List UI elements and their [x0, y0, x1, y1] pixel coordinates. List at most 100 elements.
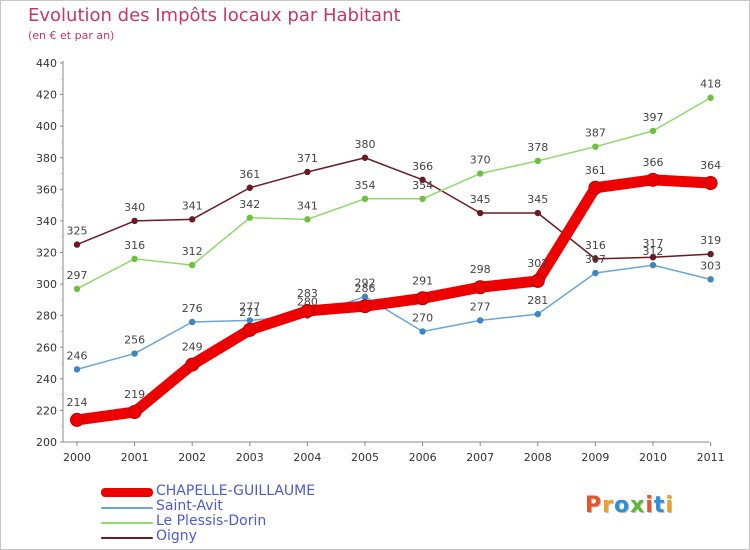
- y-tick-label: 340: [36, 215, 57, 228]
- data-point-saint-avit: [246, 317, 253, 324]
- data-label-le-plessis-dorin: 418: [700, 78, 721, 91]
- x-tick-label: 2001: [121, 451, 149, 464]
- data-label-oigny: 317: [643, 237, 664, 250]
- legend-swatch: [101, 522, 153, 524]
- y-tick-label: 260: [36, 341, 57, 354]
- data-label-chapelle-guillaume: 286: [355, 282, 376, 295]
- logo-letter: x: [630, 493, 646, 518]
- data-point-le-plessis-dorin: [246, 214, 253, 221]
- x-tick-label: 2007: [466, 451, 494, 464]
- legend-label: Oigny: [156, 528, 197, 544]
- data-point-chapelle-guillaume: [300, 303, 315, 318]
- legend-swatch: [101, 507, 153, 509]
- data-label-chapelle-guillaume: 361: [585, 164, 606, 177]
- series-line-oigny: [76, 157, 712, 260]
- data-point-le-plessis-dorin: [534, 157, 541, 165]
- chart-title: Evolution des Impôts locaux par Habitant: [28, 5, 401, 26]
- data-point-le-plessis-dorin: [73, 285, 81, 293]
- data-label-oigny: 325: [67, 225, 88, 238]
- data-point-saint-avit: [592, 269, 599, 277]
- data-point-le-plessis-dorin: [477, 170, 484, 177]
- data-point-chapelle-guillaume: [703, 176, 718, 191]
- data-point-oigny: [592, 255, 599, 263]
- data-point-saint-avit: [361, 293, 369, 300]
- data-point-oigny: [707, 250, 714, 258]
- data-point-oigny: [477, 209, 484, 217]
- data-label-oigny: 371: [297, 152, 318, 165]
- y-tick-label: 420: [36, 89, 57, 102]
- data-point-chapelle-guillaume: [358, 299, 372, 314]
- data-label-oigny: 316: [585, 239, 606, 252]
- data-point-chapelle-guillaume: [242, 322, 257, 337]
- data-point-oigny: [304, 168, 311, 176]
- data-label-saint-avit: 277: [470, 300, 491, 313]
- data-label-saint-avit: 270: [412, 311, 433, 324]
- data-point-le-plessis-dorin: [189, 261, 196, 269]
- line-chart: 200 220 240 260 280 300 320 340 360 380 400 420 440 2…: [36, 57, 725, 464]
- data-label-le-plessis-dorin: 342: [239, 198, 260, 211]
- data-label-chapelle-guillaume: 271: [239, 306, 260, 319]
- y-tick-label: 200: [36, 436, 57, 449]
- data-point-oigny: [534, 209, 541, 217]
- x-tick-label: 2005: [351, 451, 379, 464]
- x-tick-label: 2000: [63, 451, 91, 464]
- x-tick-label: 2006: [409, 451, 437, 464]
- series-line-chapelle-guillaume: [71, 174, 717, 426]
- chart-subtitle: (en € et par an): [28, 29, 115, 42]
- logo-letter: o: [613, 493, 631, 518]
- data-label-saint-avit: 246: [67, 349, 88, 362]
- data-label-saint-avit: 303: [700, 259, 721, 272]
- data-point-oigny: [649, 254, 657, 261]
- data-label-chapelle-guillaume: 298: [470, 263, 491, 276]
- data-point-saint-avit: [73, 366, 81, 373]
- data-point-oigny: [361, 154, 369, 161]
- legend-swatch: [101, 537, 153, 539]
- data-label-chapelle-guillaume: 214: [67, 396, 88, 409]
- data-point-oigny: [246, 184, 253, 191]
- data-label-saint-avit: 292: [355, 277, 376, 290]
- data-label-le-plessis-dorin: 370: [470, 154, 491, 167]
- data-point-chapelle-guillaume: [127, 404, 142, 419]
- data-label-chapelle-guillaume: 219: [124, 388, 145, 401]
- data-label-oigny: 380: [355, 138, 376, 151]
- logo-letter: t: [653, 493, 666, 518]
- series-line-le-plessis-dorin: [76, 96, 712, 290]
- logo-letter: i: [665, 493, 674, 518]
- legend-label: CHAPELLE-GUILLAUME: [156, 483, 316, 499]
- y-tick-label: 440: [36, 57, 57, 70]
- data-point-chapelle-guillaume: [473, 280, 488, 295]
- data-point-oigny: [189, 216, 196, 223]
- data-point-le-plessis-dorin: [131, 255, 138, 263]
- y-tick-label: 300: [36, 278, 57, 291]
- data-label-oigny: 366: [412, 160, 433, 173]
- x-tick-label: 2011: [697, 451, 725, 464]
- data-label-chapelle-guillaume: 302: [527, 257, 548, 270]
- x-tick-label: 2008: [524, 451, 552, 464]
- x-tick-label: 2004: [293, 451, 321, 464]
- data-label-le-plessis-dorin: 354: [412, 179, 433, 192]
- data-point-oigny: [73, 241, 81, 248]
- data-label-saint-avit: 256: [124, 334, 145, 347]
- data-label-chapelle-guillaume: 291: [412, 274, 433, 287]
- x-tick-label: 2002: [178, 451, 206, 464]
- data-label-le-plessis-dorin: 297: [67, 269, 88, 282]
- data-label-saint-avit: 281: [527, 294, 548, 307]
- data-point-le-plessis-dorin: [592, 143, 599, 150]
- legend-swatch: [101, 488, 153, 497]
- data-label-saint-avit: 280: [297, 296, 318, 309]
- data-label-chapelle-guillaume: 366: [643, 156, 664, 169]
- y-tick-label: 240: [36, 373, 57, 386]
- y-tick-label: 220: [36, 404, 57, 417]
- data-label-saint-avit: 277: [239, 300, 260, 313]
- data-label-saint-avit: 276: [182, 302, 203, 315]
- data-point-chapelle-guillaume: [588, 180, 603, 195]
- data-label-le-plessis-dorin: 341: [297, 199, 318, 212]
- y-tick-label: 360: [36, 183, 57, 196]
- legend-label: Le Plessis-Dorin: [156, 513, 267, 529]
- data-point-saint-avit: [534, 310, 541, 318]
- data-point-saint-avit: [419, 328, 426, 335]
- x-tick-label: 2003: [236, 451, 264, 464]
- data-label-oigny: 345: [527, 193, 548, 206]
- data-point-oigny: [419, 176, 426, 184]
